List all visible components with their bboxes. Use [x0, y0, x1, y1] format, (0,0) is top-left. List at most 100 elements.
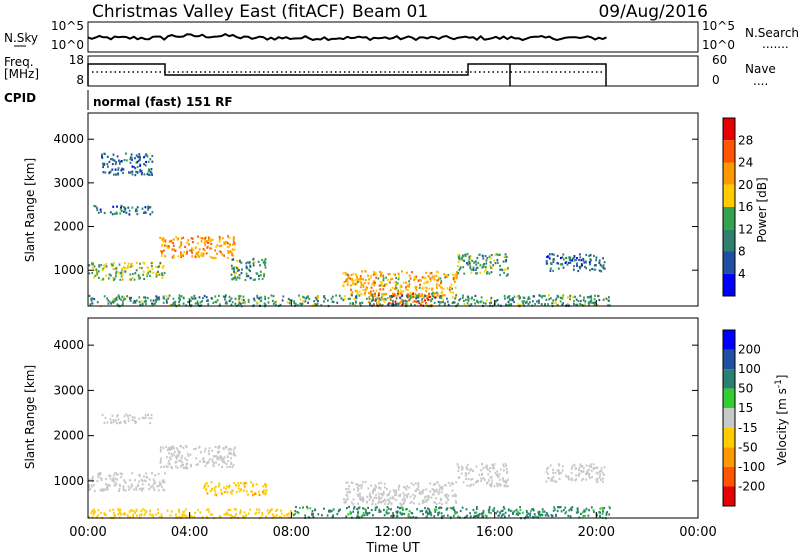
heatmap-cell: [582, 515, 585, 518]
heatmap-cell: [96, 272, 99, 275]
heatmap-cell: [507, 478, 509, 481]
heatmap-cell: [382, 304, 384, 307]
heatmap-cell: [489, 483, 491, 486]
heatmap-cell: [153, 480, 156, 483]
heatmap-cell: [108, 171, 111, 175]
heatmap-cell: [127, 265, 129, 268]
heatmap-cell: [252, 494, 254, 497]
heatmap-cell: [431, 488, 434, 491]
heatmap-cell: [364, 270, 367, 273]
heatmap-cell: [253, 493, 256, 496]
heatmap-cell: [374, 506, 377, 509]
heatmap-cell: [237, 482, 240, 485]
heatmap-cell: [160, 250, 162, 253]
heatmap-cell: [178, 294, 181, 297]
heatmap-cell: [143, 163, 145, 166]
heatmap-cell: [164, 472, 166, 475]
heatmap-cell: [264, 483, 266, 486]
heatmap-cell: [98, 265, 101, 268]
heatmap-cell: [463, 259, 466, 262]
heatmap-cell: [521, 300, 524, 303]
heatmap-cell: [131, 158, 133, 161]
heatmap-cell: [147, 205, 150, 208]
heatmap-cell: [91, 484, 93, 487]
heatmap-cell: [350, 273, 353, 276]
heatmap-cell: [365, 297, 368, 300]
heatmap-cell: [120, 209, 123, 213]
heatmap-cell: [214, 493, 217, 496]
heatmap-cell: [564, 261, 567, 265]
heatmap-cell: [598, 269, 601, 272]
heatmap-cell: [135, 508, 138, 511]
heatmap-cell: [552, 479, 555, 482]
heatmap-cell: [550, 479, 553, 482]
heatmap-cell: [368, 511, 371, 515]
heatmap-cell: [195, 252, 198, 255]
heatmap-cell: [449, 484, 452, 487]
heatmap-cell: [485, 515, 488, 518]
heatmap-cell: [443, 273, 446, 276]
heatmap-cell: [370, 496, 372, 499]
heatmap-cell: [547, 466, 550, 469]
heatmap-cell: [247, 512, 250, 515]
heatmap-cell: [410, 500, 413, 503]
heatmap-cell: [125, 159, 128, 162]
heatmap-cell: [263, 275, 265, 278]
heatmap-cell: [91, 302, 94, 305]
heatmap-cell: [599, 476, 601, 479]
heatmap-cell: [190, 296, 193, 299]
heatmap-cell: [575, 511, 578, 514]
heatmap-cell: [169, 457, 172, 460]
heatmap-cell: [566, 303, 569, 307]
heatmap-cell: [230, 448, 232, 451]
heatmap-cell: [379, 270, 381, 274]
heatmap-cell: [360, 487, 363, 490]
heatmap-cell: [154, 302, 156, 305]
heatmap-cell: [462, 467, 464, 470]
heatmap-cell: [371, 503, 373, 506]
heatmap-cell: [117, 167, 120, 170]
heatmap-cell: [465, 466, 468, 469]
heatmap-cell: [425, 287, 428, 290]
heatmap-cell: [107, 165, 109, 168]
heatmap-cell: [395, 297, 398, 300]
heatmap-cell: [343, 498, 345, 501]
heatmap-cell: [382, 279, 385, 282]
heatmap-cell: [143, 156, 145, 159]
heatmap-cell: [141, 303, 144, 306]
heatmap-cell: [256, 508, 258, 511]
heatmap-cell: [280, 512, 283, 515]
heatmap-cell: [135, 161, 138, 164]
heatmap-cell: [162, 274, 165, 277]
heatmap-cell: [207, 241, 210, 244]
heatmap-cell: [414, 495, 417, 498]
heatmap-cell: [569, 507, 572, 510]
heatmap-cell: [382, 288, 385, 291]
heatmap-cell: [353, 297, 356, 301]
heatmap-cell: [365, 509, 367, 512]
heatmap-cell: [296, 511, 299, 514]
heatmap-cell: [162, 249, 165, 252]
heatmap-cell: [587, 472, 589, 475]
heatmap-cell: [579, 463, 582, 466]
heatmap-cell: [439, 486, 442, 489]
heatmap-cell: [159, 483, 161, 487]
heatmap-cell: [508, 295, 511, 298]
heatmap-cell: [267, 512, 270, 515]
heatmap-cell: [424, 507, 426, 510]
heatmap-cell: [124, 489, 127, 492]
heatmap-cell: [164, 239, 167, 242]
heatmap-cell: [150, 417, 153, 420]
heatmap-cell: [389, 497, 391, 500]
heatmap-cell: [252, 483, 254, 486]
heatmap-cell: [249, 277, 252, 280]
heatmap-cell: [346, 481, 349, 484]
heatmap-cell: [579, 265, 582, 268]
heatmap-cell: [151, 265, 153, 268]
heatmap-cell: [353, 507, 355, 510]
heatmap-cell: [119, 484, 122, 487]
heatmap-cell: [227, 448, 230, 451]
heatmap-cell: [412, 295, 415, 298]
heatmap-cell: [295, 505, 297, 509]
heatmap-cell: [548, 253, 551, 256]
